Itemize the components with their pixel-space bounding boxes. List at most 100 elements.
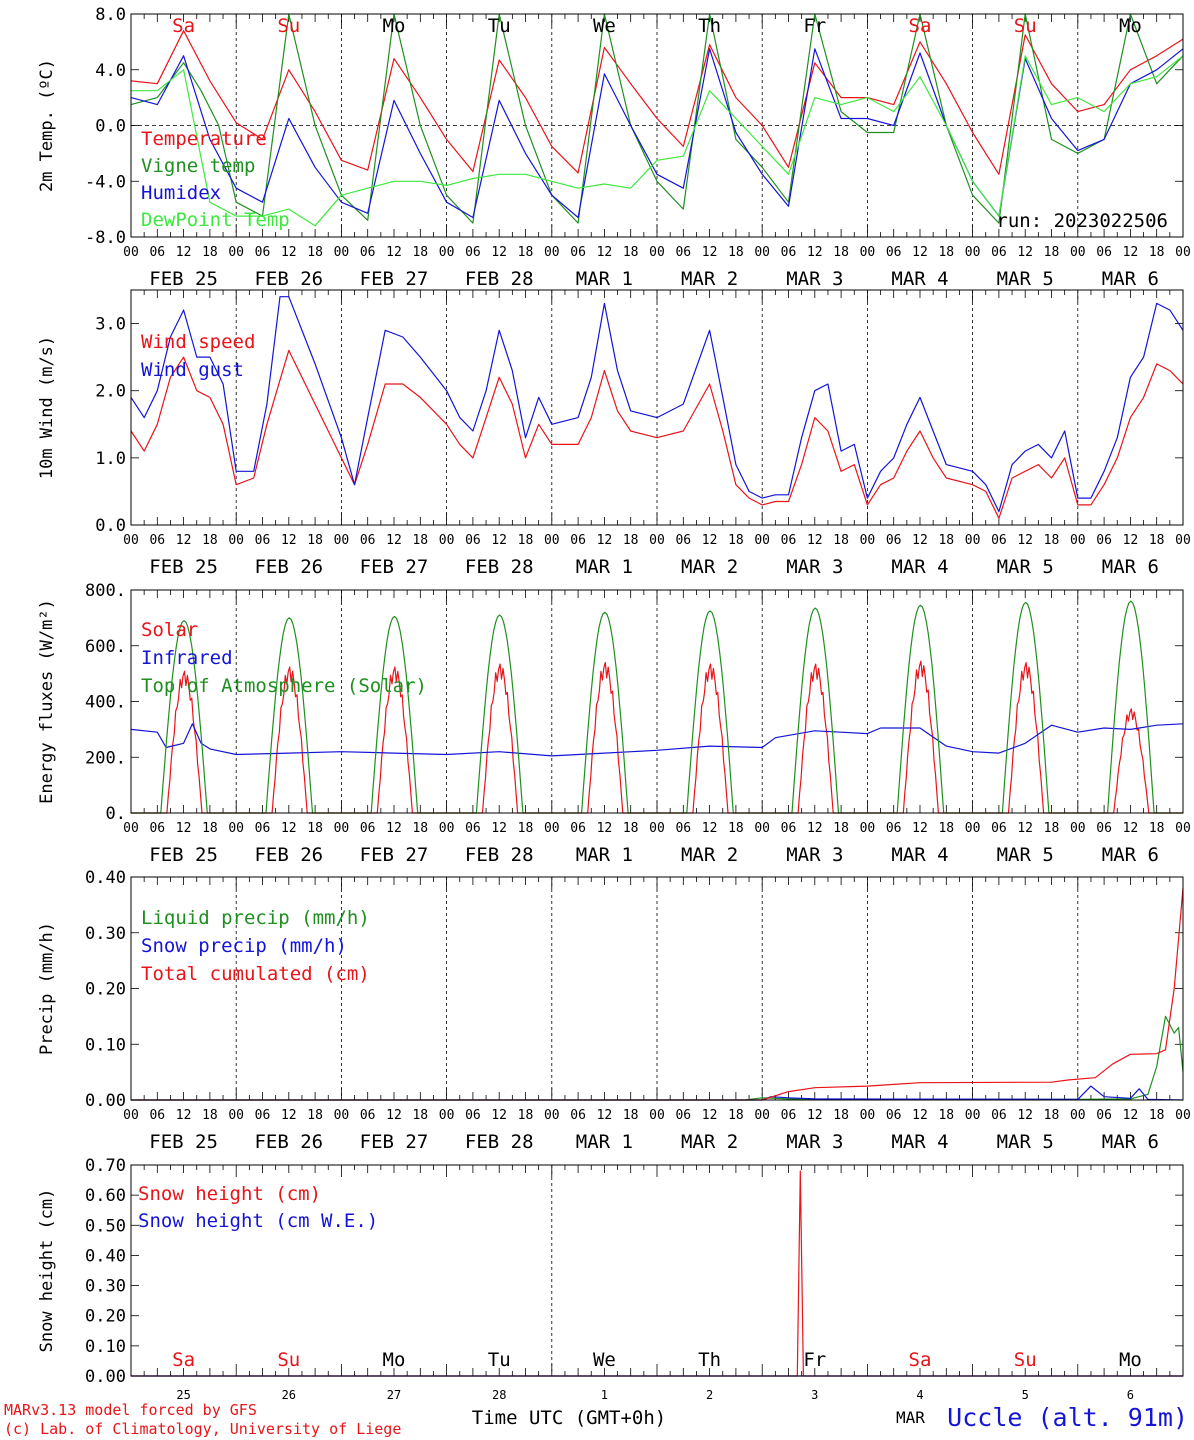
hour-label: 18 <box>202 1108 218 1123</box>
weekday-label-bottom: Su <box>277 1349 300 1371</box>
hour-label: 00 <box>439 533 455 548</box>
hour-label: 12 <box>912 1108 928 1123</box>
plot-frame <box>130 876 1184 1101</box>
y-axis-title: Snow height (cm) <box>37 1189 57 1353</box>
hour-label: 18 <box>1149 245 1165 260</box>
hour-label: 00 <box>439 245 455 260</box>
hour-label: 18 <box>833 821 849 836</box>
hour-label: 06 <box>149 245 165 260</box>
day-number-label: 27 <box>387 1388 401 1402</box>
weekday-label-bottom: Th <box>698 1349 721 1371</box>
legend-entry: Temperature <box>141 128 267 150</box>
lab-credit: (c) Lab. of Climatology, University of L… <box>4 1420 401 1438</box>
hour-label: 12 <box>386 821 402 836</box>
hour-label: 18 <box>307 533 323 548</box>
weekday-label-top: Th <box>698 15 721 37</box>
legend-entry: Snow height (cm W.E.) <box>138 1210 378 1232</box>
day-number-label: 26 <box>282 1388 296 1402</box>
date-label: MAR 5 <box>997 268 1054 290</box>
hour-label: 06 <box>781 821 797 836</box>
date-label: MAR 4 <box>891 268 948 290</box>
y-tick-label: 0.60 <box>85 1186 126 1206</box>
y-tick-label: 0.10 <box>85 1035 126 1055</box>
hour-label: 06 <box>886 533 902 548</box>
day-number-label: 5 <box>1022 1388 1029 1402</box>
weekday-label-top: Mo <box>383 15 406 37</box>
hour-label: 12 <box>702 1108 718 1123</box>
date-label: MAR 3 <box>786 844 843 866</box>
y-tick-label: 2.0 <box>95 382 126 402</box>
hour-label: 12 <box>1123 1108 1139 1123</box>
weekday-label-top: We <box>593 15 616 37</box>
hour-label: 06 <box>255 821 271 836</box>
hour-label: 06 <box>991 821 1007 836</box>
hour-label: 12 <box>176 821 192 836</box>
hour-label: 06 <box>255 533 271 548</box>
hour-label: 18 <box>412 533 428 548</box>
hour-label: 18 <box>518 821 534 836</box>
hour-label: 06 <box>675 533 691 548</box>
hour-label: 00 <box>754 245 770 260</box>
hour-label: 12 <box>807 821 823 836</box>
weekday-label-top: Su <box>1014 15 1037 37</box>
y-tick-label: 600. <box>85 637 126 657</box>
y-tick-label: 0.20 <box>85 980 126 1000</box>
hour-label: 18 <box>623 533 639 548</box>
hour-label: 18 <box>623 245 639 260</box>
model-credit: MARv3.13 model forced by GFS <box>4 1401 257 1419</box>
chart-panel: 3.0 2.0 1.0 0.0 10m Wind (m/s) Wind speed Wind… <box>37 289 1191 578</box>
hour-label: 06 <box>255 1108 271 1123</box>
hour-label: 12 <box>281 533 297 548</box>
chart-panel: 0.40 0.30 0.20 0.10 0.00 Precip (mm/h) Liquid … <box>37 868 1191 1153</box>
hour-label: 00 <box>228 245 244 260</box>
date-label: FEB 25 <box>149 1131 218 1153</box>
hour-label: 12 <box>281 245 297 260</box>
hour-label: 12 <box>176 1108 192 1123</box>
weekday-label-bottom: Tu <box>488 1349 511 1371</box>
hour-label: 18 <box>1044 821 1060 836</box>
date-label: FEB 26 <box>254 1131 323 1153</box>
hour-label: 06 <box>1096 1108 1112 1123</box>
hour-label: 00 <box>1070 245 1086 260</box>
hour-label: 00 <box>649 821 665 836</box>
y-axis-title: 2m Temp. (ºC) <box>37 59 57 192</box>
legend-entry: DewPoint Temp <box>141 209 290 231</box>
date-label: FEB 25 <box>149 268 218 290</box>
plot-frame <box>130 289 1184 526</box>
date-label: FEB 26 <box>254 844 323 866</box>
hour-label: 06 <box>886 1108 902 1123</box>
hour-label: 06 <box>465 245 481 260</box>
station-label: Uccle (alt. 91m) <box>947 1403 1188 1432</box>
date-label: MAR 4 <box>891 1131 948 1153</box>
legend-entry: Snow height (cm) <box>138 1183 321 1205</box>
y-tick-label: 3.0 <box>95 315 126 335</box>
hour-label: 12 <box>281 821 297 836</box>
hour-label: 18 <box>623 1108 639 1123</box>
date-label: FEB 28 <box>465 268 534 290</box>
weekday-label-bottom: We <box>593 1349 616 1371</box>
y-tick-label: 0.0 <box>95 516 126 536</box>
hour-label: 06 <box>1096 821 1112 836</box>
weekday-label-bottom: Su <box>1014 1349 1037 1371</box>
hour-label: 12 <box>912 533 928 548</box>
date-label: FEB 27 <box>360 556 429 578</box>
hour-label: 06 <box>360 245 376 260</box>
hour-label: 00 <box>334 245 350 260</box>
weekday-label-bottom: Mo <box>1119 1349 1142 1371</box>
day-number-label: 25 <box>176 1388 190 1402</box>
hour-label: 06 <box>570 533 586 548</box>
hour-label: 00 <box>1070 1108 1086 1123</box>
hour-label: 06 <box>149 821 165 836</box>
series-line <box>130 723 1184 757</box>
date-label: MAR 2 <box>681 844 738 866</box>
hour-label: 06 <box>570 1108 586 1123</box>
day-number-label: 1 <box>601 1388 608 1402</box>
run-label: run: 2023022506 <box>996 210 1168 232</box>
y-tick-label: 0.0 <box>95 117 126 137</box>
hour-label: 18 <box>518 533 534 548</box>
y-tick-label: 400. <box>85 693 126 713</box>
hour-label: 12 <box>386 533 402 548</box>
y-tick-label: 8.0 <box>95 5 126 25</box>
y-tick-label: 1.0 <box>95 449 126 469</box>
hour-label: 18 <box>202 533 218 548</box>
